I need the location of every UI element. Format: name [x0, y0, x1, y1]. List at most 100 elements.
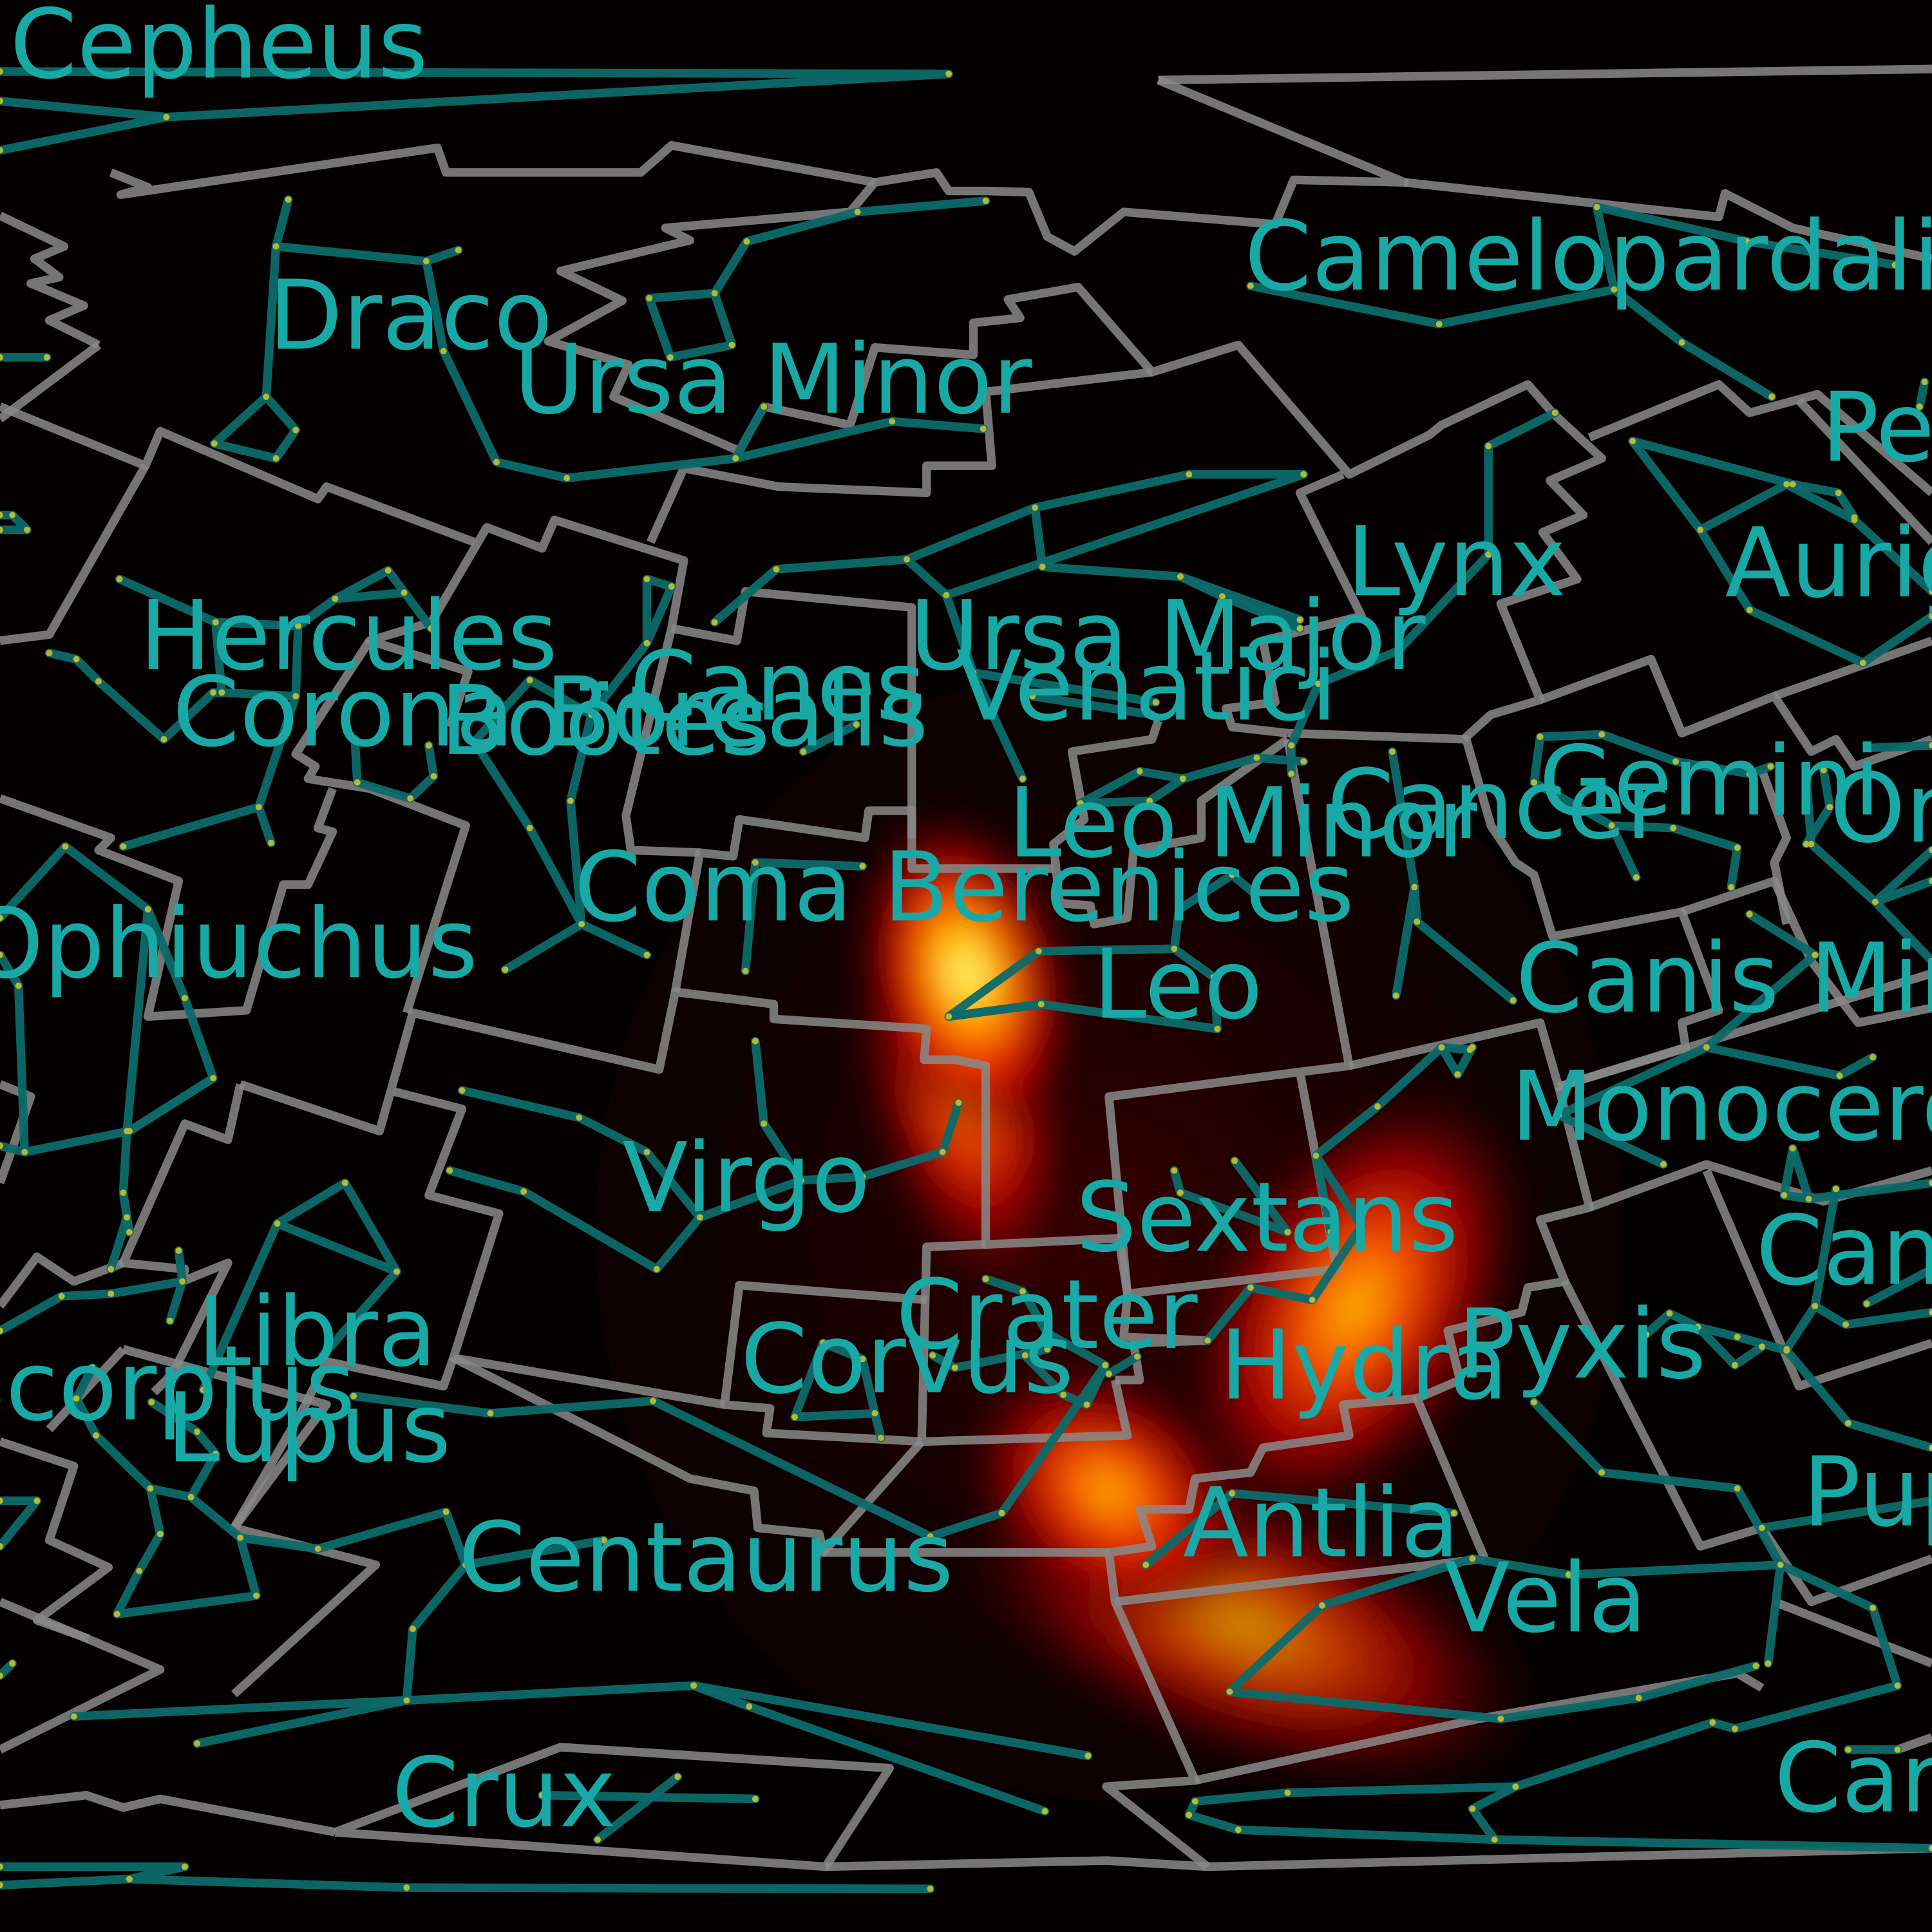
- star-marker: [0, 1142, 3, 1150]
- label-auriga: Auriga: [1725, 507, 1932, 620]
- star-marker: [194, 1428, 201, 1435]
- star-marker: [668, 583, 675, 590]
- star-marker: [43, 354, 50, 361]
- star-marker: [126, 1229, 133, 1236]
- star-marker: [520, 1188, 527, 1195]
- star-marker: [1643, 1331, 1650, 1338]
- star-marker: [643, 576, 650, 583]
- label-gemini: Gemini: [1539, 726, 1880, 838]
- star-marker: [124, 1214, 131, 1221]
- star-marker: [1703, 1044, 1710, 1051]
- star-marker: [1803, 840, 1810, 848]
- star-marker: [263, 393, 270, 401]
- star-marker: [980, 425, 987, 432]
- star-marker: [1019, 775, 1026, 782]
- star-marker: [1531, 1399, 1537, 1406]
- star-marker: [46, 650, 53, 657]
- star-marker: [21, 1148, 28, 1155]
- star-marker: [1186, 471, 1193, 478]
- star-marker: [350, 1392, 357, 1399]
- star-marker: [70, 1713, 77, 1720]
- star-marker: [1812, 1303, 1819, 1310]
- star-marker: [354, 779, 361, 786]
- star-marker: [1084, 1752, 1092, 1759]
- star-marker: [1929, 1444, 1932, 1452]
- star-marker: [462, 1561, 469, 1568]
- star-marker: [1635, 1694, 1642, 1701]
- star-marker: [1744, 238, 1750, 245]
- star-marker: [1288, 742, 1295, 749]
- star-marker: [1133, 1353, 1141, 1360]
- star-marker: [156, 1531, 164, 1537]
- star-marker: [1142, 1561, 1150, 1568]
- label-pyxis: Pyxis: [1457, 1289, 1706, 1401]
- star-marker: [927, 1886, 934, 1893]
- star-marker: [567, 797, 574, 804]
- label-perseus: Perseus: [1821, 372, 1932, 484]
- star-marker: [1678, 339, 1685, 346]
- star-marker: [752, 1795, 759, 1803]
- star-marker: [160, 735, 167, 743]
- star-marker: [1251, 890, 1258, 897]
- star-marker: [210, 689, 216, 696]
- star-marker: [319, 1352, 327, 1359]
- star-marker: [95, 678, 102, 685]
- star-marker: [1229, 1490, 1236, 1497]
- star-marker: [393, 1268, 401, 1275]
- star-marker: [943, 592, 950, 599]
- star-marker: [1555, 1112, 1562, 1119]
- star-marker: [927, 1533, 934, 1540]
- star-marker: [1231, 1157, 1238, 1164]
- star-marker: [1210, 974, 1217, 981]
- star-marker: [126, 1128, 133, 1135]
- star-marker: [0, 147, 3, 154]
- star-marker: [148, 1399, 155, 1406]
- star-marker: [1039, 564, 1046, 571]
- star-marker: [1044, 1330, 1051, 1337]
- star-marker: [1035, 948, 1042, 955]
- star-marker: [1485, 442, 1492, 450]
- star-marker: [493, 459, 500, 466]
- star-marker: [1929, 878, 1932, 884]
- star-marker: [187, 1493, 194, 1501]
- star-marker: [1835, 489, 1842, 497]
- star-marker: [773, 565, 780, 573]
- label-libra: Libra: [197, 1276, 437, 1388]
- star-marker: [1670, 824, 1677, 831]
- star-marker: [9, 511, 16, 518]
- star-marker: [1805, 1195, 1812, 1202]
- star-marker: [179, 1278, 186, 1285]
- star-marker: [594, 1836, 601, 1843]
- star-marker: [295, 622, 301, 629]
- star-marker: [1148, 711, 1155, 718]
- star-marker: [1734, 1333, 1741, 1340]
- label-lupus: Lupus: [166, 1372, 451, 1484]
- star-marker: [194, 1740, 201, 1747]
- star-marker: [1392, 992, 1399, 999]
- star-marker: [1309, 1296, 1316, 1303]
- star-marker: [274, 1220, 281, 1227]
- star-marker: [1029, 693, 1036, 699]
- star-marker: [578, 920, 585, 927]
- star-marker: [674, 1773, 681, 1780]
- star-marker: [167, 1318, 174, 1324]
- star-marker: [1395, 647, 1402, 654]
- label-hercules: Hercules: [139, 580, 558, 692]
- label-canis-major: Canis Major: [1756, 1195, 1932, 1307]
- star-marker: [752, 1037, 759, 1045]
- star-marker: [1598, 1469, 1605, 1476]
- star-marker: [212, 619, 219, 626]
- star-marker: [175, 1247, 182, 1254]
- star-marker: [428, 625, 435, 632]
- star-marker: [1466, 1046, 1473, 1054]
- label-vela: Vela: [1444, 1542, 1647, 1654]
- star-marker: [1929, 1265, 1932, 1273]
- star-marker: [1214, 1025, 1221, 1032]
- star-marker: [1226, 1688, 1233, 1695]
- star-marker: [113, 1611, 120, 1618]
- star-marker: [1284, 1789, 1291, 1796]
- star-marker: [1177, 1189, 1184, 1197]
- star-marker: [120, 1189, 127, 1197]
- star-marker: [1851, 514, 1858, 521]
- star-marker: [0, 1543, 3, 1550]
